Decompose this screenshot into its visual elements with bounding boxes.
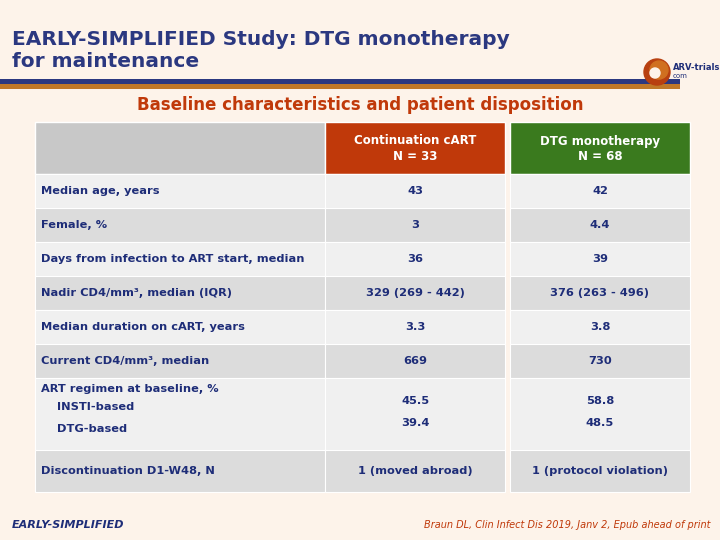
- Text: Baseline characteristics and patient disposition: Baseline characteristics and patient dis…: [137, 96, 583, 114]
- Text: 329 (269 - 442): 329 (269 - 442): [366, 288, 464, 298]
- Text: N = 33: N = 33: [393, 151, 437, 164]
- Text: 43: 43: [407, 186, 423, 196]
- Bar: [35, 122, 325, 174]
- Bar: [35, 208, 325, 242]
- Text: ART regimen at baseline, %: ART regimen at baseline, %: [41, 384, 219, 394]
- Circle shape: [644, 59, 670, 85]
- Bar: [325, 122, 505, 174]
- Text: 42: 42: [592, 186, 608, 196]
- Bar: [325, 242, 505, 276]
- Bar: [35, 174, 325, 208]
- Text: 3: 3: [411, 220, 419, 230]
- Bar: [325, 378, 505, 450]
- Text: Discontinuation D1-W48, N: Discontinuation D1-W48, N: [41, 466, 215, 476]
- Text: DTG monotherapy: DTG monotherapy: [540, 134, 660, 147]
- Text: 669: 669: [403, 356, 427, 366]
- Text: Braun DL, Clin Infect Dis 2019, Janv 2, Epub ahead of print: Braun DL, Clin Infect Dis 2019, Janv 2, …: [423, 520, 710, 530]
- Text: INSTI-based: INSTI-based: [57, 402, 134, 412]
- Bar: [325, 276, 505, 310]
- Text: 376 (263 - 496): 376 (263 - 496): [551, 288, 649, 298]
- Bar: [35, 276, 325, 310]
- Text: ARV-trials: ARV-trials: [673, 64, 720, 72]
- Text: 4.4: 4.4: [590, 220, 610, 230]
- Text: 45.5: 45.5: [401, 396, 429, 406]
- Bar: [35, 378, 325, 450]
- Bar: [0, 84, 680, 89]
- Bar: [510, 242, 690, 276]
- Bar: [325, 310, 505, 344]
- Bar: [510, 450, 690, 492]
- Text: 1 (moved abroad): 1 (moved abroad): [358, 466, 472, 476]
- Text: DTG-based: DTG-based: [57, 424, 127, 434]
- Bar: [510, 276, 690, 310]
- Text: 730: 730: [588, 356, 612, 366]
- Bar: [35, 242, 325, 276]
- Bar: [510, 208, 690, 242]
- Text: Median age, years: Median age, years: [41, 186, 160, 196]
- Text: 48.5: 48.5: [586, 418, 614, 428]
- Text: 58.8: 58.8: [586, 396, 614, 406]
- Text: Median duration on cART, years: Median duration on cART, years: [41, 322, 245, 332]
- Text: Continuation cART: Continuation cART: [354, 134, 476, 147]
- Text: 1 (protocol violation): 1 (protocol violation): [532, 466, 668, 476]
- Text: 3.3: 3.3: [405, 322, 426, 332]
- Text: 39: 39: [592, 254, 608, 264]
- Bar: [510, 378, 690, 450]
- Circle shape: [650, 61, 668, 79]
- Text: 3.8: 3.8: [590, 322, 610, 332]
- Text: Female, %: Female, %: [41, 220, 107, 230]
- Bar: [0, 79, 680, 84]
- Bar: [510, 122, 690, 174]
- Bar: [325, 174, 505, 208]
- Text: com: com: [673, 73, 688, 79]
- Bar: [325, 344, 505, 378]
- Text: 39.4: 39.4: [401, 418, 429, 428]
- Bar: [35, 310, 325, 344]
- Bar: [510, 344, 690, 378]
- Text: for maintenance: for maintenance: [12, 52, 199, 71]
- Text: Current CD4/mm³, median: Current CD4/mm³, median: [41, 356, 210, 366]
- Text: Nadir CD4/mm³, median (IQR): Nadir CD4/mm³, median (IQR): [41, 288, 232, 298]
- Text: EARLY-SIMPLIFIED: EARLY-SIMPLIFIED: [12, 520, 125, 530]
- Bar: [35, 344, 325, 378]
- Bar: [325, 450, 505, 492]
- Bar: [35, 450, 325, 492]
- Circle shape: [650, 68, 660, 78]
- Bar: [510, 174, 690, 208]
- Bar: [325, 208, 505, 242]
- Text: N = 68: N = 68: [577, 151, 622, 164]
- Bar: [510, 310, 690, 344]
- Text: Days from infection to ART start, median: Days from infection to ART start, median: [41, 254, 305, 264]
- Text: EARLY-SIMPLIFIED Study: DTG monotherapy: EARLY-SIMPLIFIED Study: DTG monotherapy: [12, 30, 510, 49]
- Text: 36: 36: [407, 254, 423, 264]
